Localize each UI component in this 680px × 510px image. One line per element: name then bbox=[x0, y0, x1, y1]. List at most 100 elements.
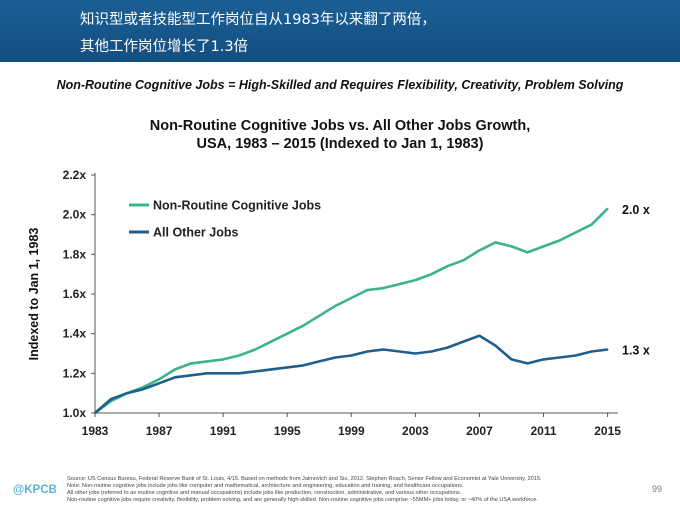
chart-title-line-1: Non-Routine Cognitive Jobs vs. All Other… bbox=[149, 118, 531, 134]
source-line: Non-routine cognitive jobs require creat… bbox=[67, 496, 538, 503]
data-point bbox=[366, 289, 369, 291]
series-end-label: 2.0 x bbox=[622, 203, 650, 217]
data-point bbox=[318, 360, 321, 363]
y-axis-ticks: 1.0x 1.2x 1.4x 1.6x 1.8x 2.0x 2.2x bbox=[63, 168, 95, 420]
x-tick-label: 1999 bbox=[338, 424, 365, 438]
data-point bbox=[270, 340, 273, 343]
data-point bbox=[462, 340, 465, 343]
data-point bbox=[110, 398, 112, 400]
chart-legend: Non-Routine Cognitive Jobs All Other Jobs bbox=[129, 199, 321, 240]
data-point bbox=[462, 259, 465, 262]
y-tick-label: 1.6x bbox=[63, 287, 87, 301]
data-point bbox=[350, 297, 353, 299]
data-point bbox=[190, 362, 193, 365]
definition-subhead: Non-Routine Cognitive Jobs = High-Skille… bbox=[56, 78, 624, 92]
y-tick-label: 2.0x bbox=[63, 208, 87, 222]
data-point bbox=[286, 332, 289, 335]
data-point bbox=[174, 376, 177, 379]
data-point bbox=[414, 279, 417, 281]
data-point bbox=[382, 348, 385, 351]
data-point bbox=[606, 207, 609, 210]
kpcb-logo: @KPCB bbox=[13, 484, 57, 496]
data-point bbox=[526, 362, 529, 365]
data-point bbox=[158, 382, 161, 385]
source-line: All other jobs (referred to as routine c… bbox=[67, 489, 462, 496]
data-point bbox=[478, 249, 481, 252]
source-notes: Source: US Census Bureau, Federal Reserv… bbox=[67, 476, 632, 504]
data-point bbox=[142, 388, 145, 391]
data-point bbox=[446, 265, 449, 268]
data-point bbox=[302, 324, 305, 327]
data-point bbox=[222, 358, 225, 361]
source-line: Source: US Census Bureau, Federal Reserv… bbox=[67, 476, 542, 482]
y-axis-label: Indexed to Jan 1, 1983 bbox=[27, 228, 41, 361]
data-point bbox=[478, 334, 481, 337]
data-point bbox=[238, 372, 241, 375]
data-point bbox=[446, 346, 449, 349]
data-point bbox=[542, 245, 545, 248]
data-point bbox=[606, 348, 609, 351]
data-point bbox=[398, 350, 401, 353]
legend-label: All Other Jobs bbox=[153, 226, 238, 240]
data-point bbox=[382, 287, 385, 289]
data-point bbox=[126, 392, 128, 395]
x-tick-label: 1987 bbox=[146, 424, 173, 438]
series-end-label: 1.3 x bbox=[622, 344, 650, 358]
data-point bbox=[558, 239, 561, 242]
x-tick-label: 2007 bbox=[466, 424, 493, 438]
x-axis-ticks: 1983 1987 1991 1995 1999 2003 2007 2011 2015 bbox=[82, 413, 621, 438]
data-point bbox=[254, 348, 257, 351]
data-point bbox=[590, 350, 593, 353]
data-point bbox=[590, 223, 593, 226]
data-point bbox=[510, 358, 513, 361]
data-point bbox=[430, 350, 433, 353]
data-point bbox=[494, 241, 497, 244]
data-point bbox=[286, 366, 289, 369]
y-tick-label: 2.2x bbox=[63, 168, 87, 182]
data-point bbox=[270, 368, 273, 371]
data-point bbox=[174, 368, 177, 371]
data-point bbox=[494, 344, 497, 347]
x-tick-label: 2003 bbox=[402, 424, 429, 438]
data-point bbox=[254, 370, 257, 373]
source-line: Note: Non-routine cognitive jobs include… bbox=[67, 482, 464, 489]
data-point bbox=[366, 350, 369, 353]
data-point bbox=[350, 354, 353, 357]
y-tick-label: 1.8x bbox=[63, 247, 87, 261]
data-point bbox=[206, 360, 209, 363]
data-point bbox=[430, 273, 433, 276]
header-banner: 知识型或者技能型工作岗位自从1983年以来翻了两倍， 其他工作岗位增长了1.3倍 bbox=[0, 0, 680, 62]
series-lines bbox=[94, 207, 609, 415]
x-tick-label: 1991 bbox=[210, 424, 237, 438]
banner-line-1: 知识型或者技能型工作岗位自从1983年以来翻了两倍， bbox=[80, 12, 436, 28]
series-end-labels: 2.0 x 1.3 x bbox=[622, 203, 650, 358]
data-point bbox=[206, 372, 209, 375]
y-tick-label: 1.2x bbox=[63, 366, 87, 380]
data-point bbox=[398, 283, 401, 285]
data-point bbox=[414, 352, 417, 355]
data-point bbox=[190, 374, 193, 377]
y-tick-label: 1.0x bbox=[63, 406, 87, 420]
data-point bbox=[334, 305, 337, 307]
banner-line-2: 其他工作岗位增长了1.3倍 bbox=[80, 39, 249, 55]
data-point bbox=[558, 356, 561, 359]
data-point bbox=[526, 251, 529, 254]
x-tick-label: 2015 bbox=[594, 424, 621, 438]
line-chart: 1.0x 1.2x 1.4x 1.6x 1.8x 2.0x 2.2x 1983 1987 199… bbox=[27, 168, 650, 438]
legend-label: Non-Routine Cognitive Jobs bbox=[153, 199, 321, 213]
x-tick-label: 1995 bbox=[274, 424, 301, 438]
data-point bbox=[542, 358, 545, 361]
data-point bbox=[302, 364, 305, 367]
data-point bbox=[238, 354, 241, 357]
y-tick-label: 1.4x bbox=[63, 327, 87, 341]
data-point bbox=[510, 245, 513, 248]
page-number: 99 bbox=[652, 484, 663, 494]
data-point bbox=[318, 314, 321, 317]
x-tick-label: 1983 bbox=[82, 424, 109, 438]
data-point bbox=[334, 356, 337, 359]
data-point bbox=[94, 412, 96, 414]
data-point bbox=[574, 354, 577, 357]
x-tick-label: 2011 bbox=[530, 424, 556, 438]
data-point bbox=[574, 231, 577, 234]
chart-title-line-2: USA, 1983 – 2015 (Indexed to Jan 1, 1983… bbox=[196, 136, 484, 152]
